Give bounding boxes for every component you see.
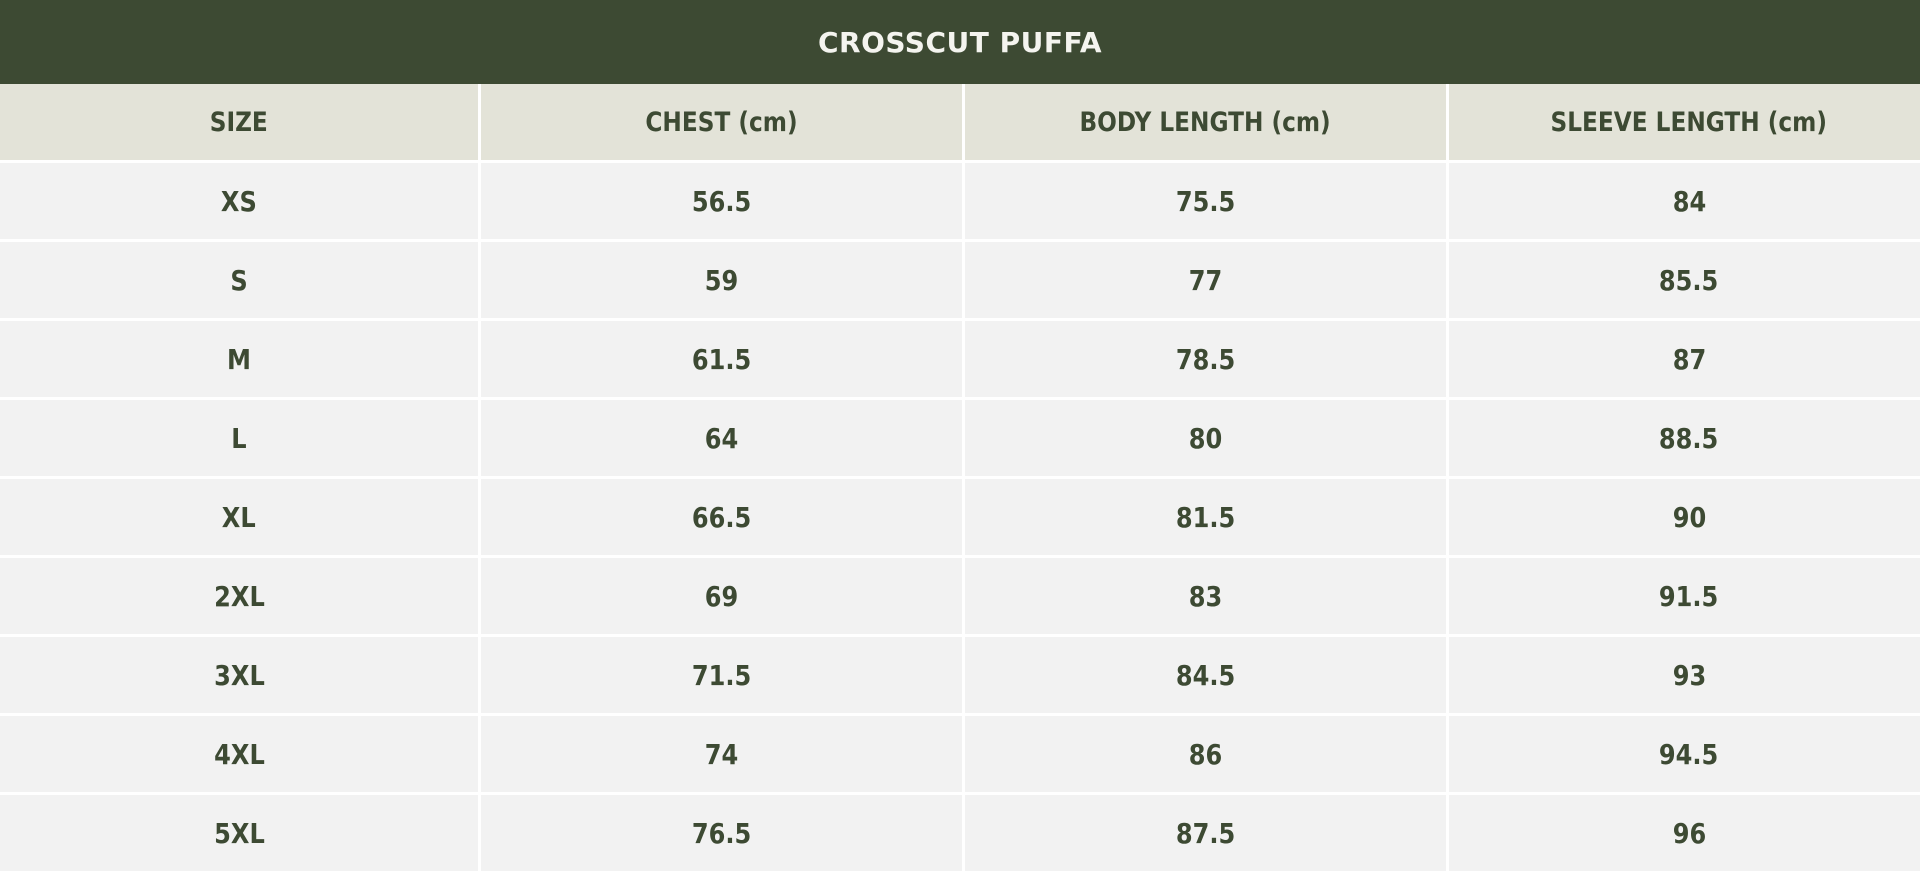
cell-text: XL <box>222 500 256 534</box>
cell-sleeve-length: 88.5 <box>1449 400 1920 476</box>
cell-text: 71.5 <box>691 658 752 692</box>
cell-chest: 69 <box>481 558 962 634</box>
cell-text: XS <box>221 184 257 218</box>
size-chart-table: SIZE CHEST (cm) BODY LENGTH (cm) SLEEVE … <box>0 84 1920 871</box>
cell-body-length: 75.5 <box>965 163 1446 239</box>
cell-chest: 71.5 <box>481 637 962 713</box>
title-text: CROSSCUT PUFFA <box>817 25 1103 59</box>
cell-size: L <box>0 400 478 476</box>
cell-chest: 64 <box>481 400 962 476</box>
cell-size: 4XL <box>0 716 478 792</box>
cell-sleeve-length: 93 <box>1449 637 1920 713</box>
cell-text: 69 <box>704 579 739 613</box>
cell-text: 56.5 <box>691 184 752 218</box>
cell-text: 84 <box>1672 184 1706 218</box>
column-header-sleeve-length: SLEEVE LENGTH (cm) <box>1449 84 1920 160</box>
cell-size: 3XL <box>0 637 478 713</box>
cell-sleeve-length: 90 <box>1449 479 1920 555</box>
cell-text: 77 <box>1188 263 1223 297</box>
cell-body-length: 81.5 <box>965 479 1446 555</box>
cell-text: 64 <box>704 421 739 455</box>
column-header-label: BODY LENGTH (cm) <box>1079 106 1332 138</box>
cell-sleeve-length: 84 <box>1449 163 1920 239</box>
cell-text: 80 <box>1188 421 1223 455</box>
cell-size: S <box>0 242 478 318</box>
cell-text: 61.5 <box>691 342 752 376</box>
column-header-chest: CHEST (cm) <box>481 84 962 160</box>
cell-text: 87.5 <box>1175 816 1236 850</box>
cell-body-length: 78.5 <box>965 321 1446 397</box>
column-header-label: SIZE <box>209 106 269 138</box>
cell-size: M <box>0 321 478 397</box>
cell-text: 3XL <box>213 658 265 692</box>
cell-text: 84.5 <box>1175 658 1236 692</box>
cell-chest: 66.5 <box>481 479 962 555</box>
cell-chest: 56.5 <box>481 163 962 239</box>
cell-text: 94.5 <box>1659 737 1719 771</box>
cell-chest: 59 <box>481 242 962 318</box>
cell-body-length: 87.5 <box>965 795 1446 871</box>
cell-text: 78.5 <box>1175 342 1236 376</box>
cell-chest: 74 <box>481 716 962 792</box>
cell-body-length: 83 <box>965 558 1446 634</box>
cell-text: 96 <box>1672 816 1706 850</box>
column-header-label: CHEST (cm) <box>645 106 798 138</box>
cell-text: 76.5 <box>691 816 752 850</box>
cell-text: 66.5 <box>691 500 752 534</box>
cell-text: 90 <box>1672 500 1706 534</box>
cell-text: 86 <box>1188 737 1223 771</box>
cell-size: 2XL <box>0 558 478 634</box>
cell-body-length: 84.5 <box>965 637 1446 713</box>
cell-sleeve-length: 85.5 <box>1449 242 1920 318</box>
cell-body-length: 80 <box>965 400 1446 476</box>
cell-text: 85.5 <box>1659 263 1719 297</box>
cell-text: S <box>230 263 248 297</box>
cell-size: XS <box>0 163 478 239</box>
cell-text: 75.5 <box>1175 184 1236 218</box>
cell-chest: 76.5 <box>481 795 962 871</box>
cell-text: 87 <box>1672 342 1706 376</box>
cell-text: 91.5 <box>1659 579 1719 613</box>
cell-body-length: 77 <box>965 242 1446 318</box>
size-chart-title: CROSSCUT PUFFA <box>0 0 1920 84</box>
column-header-body-length: BODY LENGTH (cm) <box>965 84 1446 160</box>
cell-sleeve-length: 91.5 <box>1449 558 1920 634</box>
column-header-label: SLEEVE LENGTH (cm) <box>1550 106 1828 138</box>
cell-text: 93 <box>1672 658 1706 692</box>
cell-text: 74 <box>704 737 739 771</box>
column-header-size: SIZE <box>0 84 478 160</box>
cell-chest: 61.5 <box>481 321 962 397</box>
cell-sleeve-length: 94.5 <box>1449 716 1920 792</box>
cell-text: 4XL <box>213 737 265 771</box>
cell-text: L <box>231 421 247 455</box>
cell-text: 88.5 <box>1659 421 1719 455</box>
cell-text: 81.5 <box>1175 500 1236 534</box>
cell-text: 5XL <box>213 816 265 850</box>
cell-size: 5XL <box>0 795 478 871</box>
cell-body-length: 86 <box>965 716 1446 792</box>
cell-text: 2XL <box>213 579 265 613</box>
cell-sleeve-length: 96 <box>1449 795 1920 871</box>
cell-text: 59 <box>704 263 739 297</box>
cell-text: M <box>227 342 251 376</box>
cell-text: 83 <box>1188 579 1223 613</box>
cell-sleeve-length: 87 <box>1449 321 1920 397</box>
cell-size: XL <box>0 479 478 555</box>
